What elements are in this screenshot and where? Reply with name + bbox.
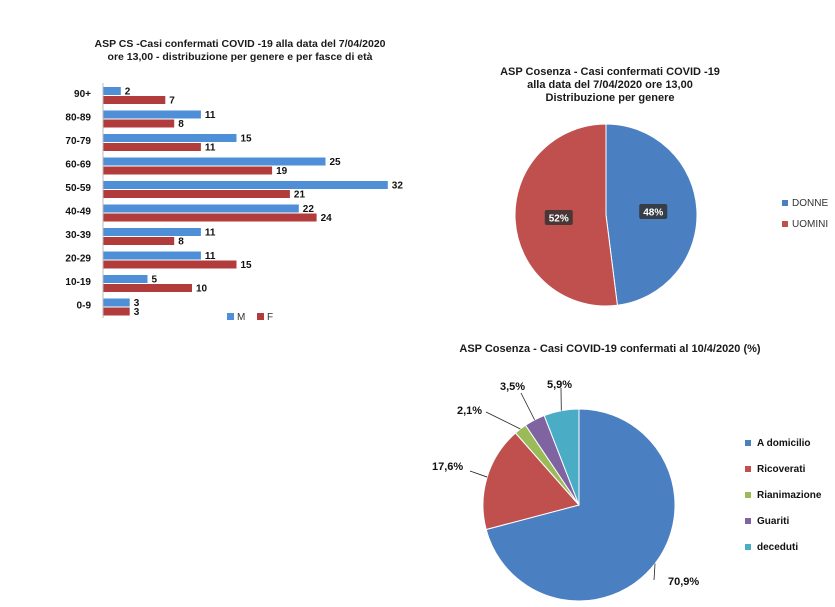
bar-f-0-9 <box>103 307 130 316</box>
bar-m-0-9 <box>103 298 130 307</box>
pie-value-label: 3,5% <box>500 381 525 393</box>
pie-value-label: 48% <box>643 208 663 219</box>
bar-value-label: 7 <box>169 96 175 107</box>
pie-slice-a-domicilio <box>485 408 676 602</box>
bar-value-label: 5 <box>152 275 158 286</box>
age-tick-label: 50-59 <box>65 183 91 194</box>
bar-chart-title: ASP CS -Casi confermati COVID -19 alla d… <box>60 38 420 64</box>
age-tick-label: 60-69 <box>65 160 91 171</box>
legend-swatch-ricoverati <box>745 466 751 472</box>
legend-swatch-deceduti <box>745 544 751 550</box>
legend-label-deceduti: deceduti <box>757 542 798 553</box>
gender-pie-title-line-2: alla data del 7/04/2020 ore 13,00 <box>527 79 693 91</box>
gender-pie-title-line-1: ASP Cosenza - Casi confermati COVID -19 <box>500 66 720 78</box>
bar-value-label: 11 <box>205 110 216 121</box>
legend-label-ricoverati: Ricoverati <box>757 464 806 475</box>
legend-swatch-a-domicilio <box>745 440 751 446</box>
legend-label-rianimazione: Rianimazione <box>757 490 822 501</box>
bar-f-40-49 <box>103 213 317 222</box>
bar-value-label: 2 <box>125 87 131 98</box>
bar-chart-title-line-1: ASP CS -Casi confermati COVID -19 alla d… <box>94 38 386 50</box>
pie-value-label: 2,1% <box>457 405 482 417</box>
bar-m-40-49 <box>103 204 299 213</box>
bar-m-90+ <box>103 87 121 95</box>
bar-value-label: 3 <box>134 307 140 318</box>
pie-leader-line <box>485 411 521 430</box>
pie-slice-deceduti <box>543 408 580 506</box>
gender-pie-title-line-3: Distribuzione per genere <box>545 92 675 104</box>
bar-value-label: 19 <box>276 166 288 177</box>
age-tick-label: 90+ <box>74 89 91 100</box>
bar-m-20-29 <box>103 251 201 260</box>
bar-value-label: 22 <box>303 204 315 215</box>
bar-value-label: 8 <box>178 237 184 248</box>
bar-f-30-39 <box>103 237 175 245</box>
bar-value-label: 11 <box>205 143 216 154</box>
age-tick-label: 30-39 <box>65 230 91 241</box>
legend-label-f: F <box>267 312 273 323</box>
pie-value-label: 52% <box>549 213 569 224</box>
age-tick-label: 20-29 <box>65 254 91 265</box>
bar-value-label: 15 <box>241 134 253 145</box>
legend-swatch-donne <box>782 200 788 206</box>
bar-value-label: 24 <box>321 213 333 224</box>
bar-value-label: 11 <box>205 228 216 239</box>
bar-value-label: 8 <box>178 119 184 130</box>
legend-swatch-uomini <box>782 221 788 227</box>
bar-f-50-59 <box>103 190 290 198</box>
bar-m-70-79 <box>103 134 237 142</box>
pie-leader-line <box>520 392 535 421</box>
age-tick-label: 80-89 <box>65 113 91 124</box>
bar-value-label: 11 <box>205 251 216 262</box>
pie-label-box <box>544 209 573 225</box>
bar-value-label: 15 <box>241 260 253 271</box>
bar-m-30-39 <box>103 228 201 236</box>
bar-value-label: 10 <box>196 284 208 295</box>
pie-value-label: 17,6% <box>432 461 463 473</box>
pie-leader-line <box>469 470 488 478</box>
bar-m-50-59 <box>103 181 388 189</box>
outcome-pie-title: ASP Cosenza - Casi COVID-19 confermati a… <box>459 343 761 355</box>
legend-label-m: M <box>237 312 245 323</box>
legend-label-donne: DONNE <box>792 198 828 209</box>
pie-value-label: 70,9% <box>668 576 699 588</box>
bar-chart-title-line-2: ore 13,00 - distribuzione per genere e p… <box>107 51 373 63</box>
bar-m-60-69 <box>103 157 326 166</box>
bar-m-10-19 <box>103 275 148 283</box>
legend-label-a-domicilio: A domicilio <box>757 438 811 449</box>
bar-value-label: 25 <box>330 157 342 168</box>
legend-swatch-guariti <box>745 518 751 524</box>
bar-value-label: 21 <box>294 190 306 201</box>
bar-f-90+ <box>103 96 166 104</box>
legend-swatch-m <box>227 313 234 320</box>
bar-f-80-89 <box>103 119 175 128</box>
gender-pie-title: ASP Cosenza - Casi confermati COVID -19 … <box>470 66 750 105</box>
pie-label-box <box>639 204 668 220</box>
legend-label-uomini: UOMINI <box>792 219 828 230</box>
bar-f-20-29 <box>103 260 237 269</box>
legend-swatch-rianimazione <box>745 492 751 498</box>
age-tick-label: 40-49 <box>65 207 91 218</box>
age-tick-label: 10-19 <box>65 277 91 288</box>
legend-label-guariti: Guariti <box>757 516 789 527</box>
bar-f-10-19 <box>103 284 192 292</box>
bar-value-label: 32 <box>392 181 404 192</box>
pie-leader-line <box>653 563 656 581</box>
bar-m-80-89 <box>103 110 201 119</box>
bar-f-70-79 <box>103 143 201 151</box>
age-tick-label: 0-9 <box>77 301 92 312</box>
bar-f-60-69 <box>103 166 273 175</box>
legend-swatch-f <box>257 313 264 320</box>
age-tick-label: 70-79 <box>65 136 91 147</box>
bar-value-label: 3 <box>134 298 140 309</box>
pie-value-label: 5,9% <box>547 379 572 391</box>
